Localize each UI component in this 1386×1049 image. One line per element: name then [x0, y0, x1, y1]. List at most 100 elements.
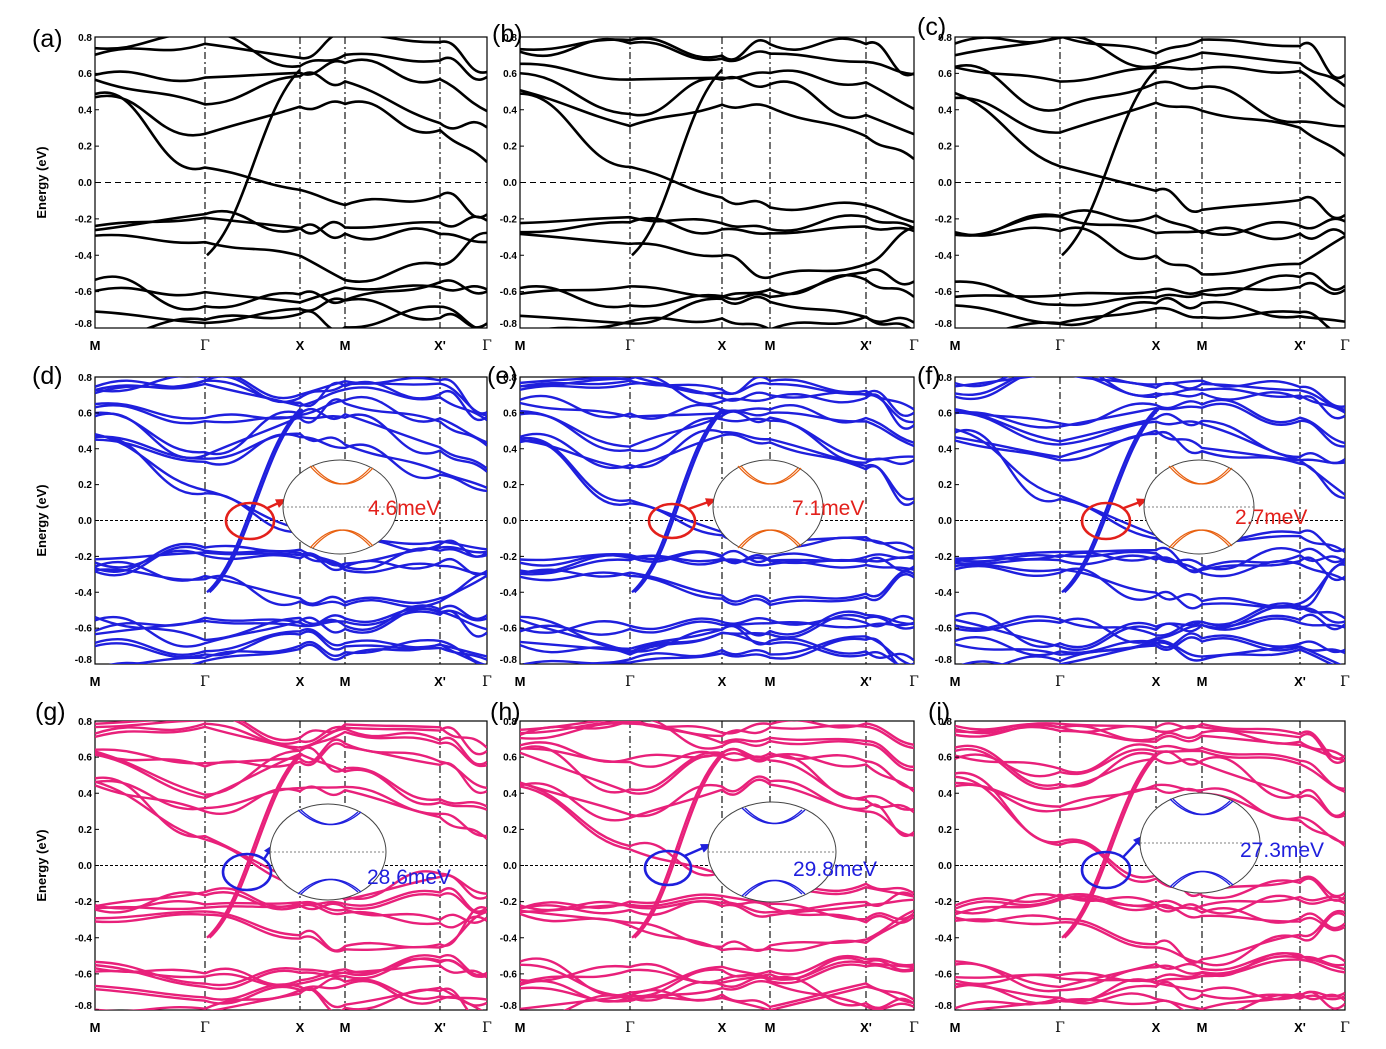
y-tick-label: 0.8	[78, 717, 92, 728]
dirac-band-line	[1063, 752, 1160, 939]
band-line	[955, 271, 1345, 307]
y-tick-label: 0.0	[503, 861, 517, 872]
band-line	[520, 721, 914, 769]
band-line	[520, 891, 914, 914]
band-line	[95, 297, 487, 328]
band-line	[95, 215, 487, 235]
y-tick-label: 0.4	[78, 789, 92, 800]
band-line	[95, 725, 487, 768]
band-line	[520, 751, 914, 814]
gap-value-label: 2.7meV	[1235, 506, 1307, 529]
bands	[955, 37, 1345, 328]
y-tick-label: 0.4	[78, 105, 92, 116]
y-axis-label: Energy (eV)	[34, 146, 49, 218]
y-tick-label: 0.4	[503, 105, 517, 116]
k-point-label: M	[950, 1020, 961, 1035]
band-line	[955, 553, 1345, 572]
band-line	[520, 273, 914, 299]
band-line	[95, 71, 487, 130]
k-point-label: M	[765, 338, 776, 353]
k-point-label: Γ	[482, 674, 492, 690]
k-point-label: X	[1152, 1020, 1161, 1035]
band-panel: 0.8 0.6 0.4 0.2 0.0 -0.2 -0.4 -0.6 -0.8 M Γ X M X' Γ (b…	[492, 20, 919, 354]
k-point-label: M	[90, 338, 101, 353]
band-line	[520, 893, 914, 921]
y-tick-label: 0.0	[503, 516, 517, 527]
y-tick-label: 0.0	[938, 178, 952, 189]
band-line	[209, 987, 470, 1010]
band-line	[95, 398, 487, 447]
panel-label: (e)	[487, 362, 518, 390]
band-line	[520, 89, 914, 161]
k-point-label: Γ	[200, 338, 210, 354]
band-line	[95, 58, 487, 113]
y-tick-label: -0.2	[500, 552, 518, 563]
y-tick-label: 0.6	[78, 69, 92, 80]
band-line	[955, 560, 1345, 608]
y-tick-label: 0.2	[78, 825, 92, 836]
band-line	[95, 91, 487, 219]
inset-upper-band	[1172, 798, 1234, 816]
y-tick-label: -0.6	[75, 624, 93, 635]
y-tick-label: -0.2	[500, 897, 518, 908]
band-line	[95, 407, 487, 470]
band-line	[955, 65, 1345, 109]
k-point-label: Γ	[1055, 1020, 1065, 1036]
band-line	[520, 401, 914, 448]
y-tick-label: -0.8	[75, 655, 93, 666]
band-line	[520, 429, 914, 501]
y-tick-label: -0.4	[75, 933, 93, 944]
k-point-label: X	[718, 674, 727, 689]
band-line	[955, 605, 1345, 652]
k-point-label: X'	[860, 338, 872, 353]
band-line	[520, 381, 914, 417]
band-line	[95, 630, 487, 661]
band-line	[955, 743, 1345, 790]
y-tick-label: -0.8	[500, 1001, 518, 1012]
band-line	[520, 721, 914, 746]
y-tick-label: 0.4	[503, 444, 517, 455]
inset-lower-band	[744, 879, 806, 897]
band-line	[955, 546, 1345, 582]
band-line	[955, 744, 1345, 817]
y-tick-label: 0.4	[938, 789, 952, 800]
y-tick-label: -0.8	[935, 1001, 953, 1012]
panel-label: (b)	[492, 20, 523, 48]
y-tick-label: -0.6	[500, 624, 518, 635]
y-tick-label: -0.4	[75, 588, 93, 599]
band-line	[95, 209, 487, 244]
band-line	[95, 37, 487, 81]
panel-label: (h)	[490, 698, 521, 726]
bands	[520, 721, 914, 1010]
band-line	[95, 721, 487, 756]
highlight-circle	[221, 852, 273, 892]
y-tick-label: 0.6	[503, 69, 517, 80]
gap-value-label: 27.3meV	[1240, 839, 1324, 862]
band-line	[955, 952, 1345, 989]
dirac-band-line	[633, 752, 726, 939]
y-tick-label: -0.2	[935, 552, 953, 563]
band-line	[95, 628, 487, 658]
band-line	[577, 637, 899, 664]
k-point-label: Γ	[200, 674, 210, 690]
band-line	[955, 617, 1345, 644]
dirac-band-line	[1061, 68, 1157, 257]
band-panel: 0.8 0.6 0.4 0.2 0.0 -0.2 -0.4 -0.6 -0.8 M Γ X M X' Γ (c…	[917, 13, 1350, 354]
band-line	[520, 377, 914, 411]
y-tick-label: -0.2	[75, 214, 93, 225]
band-line	[955, 281, 1345, 299]
band-line	[520, 568, 914, 604]
highlight-circle	[1080, 501, 1132, 541]
band-line	[95, 910, 487, 953]
y-tick-label: 0.2	[78, 480, 92, 491]
band-line	[955, 37, 1345, 88]
inset-upper-band	[1171, 465, 1233, 485]
band-panel: 0.8 0.6 0.4 0.2 0.0 -0.2 -0.4 -0.6 -0.8 M Γ X M X' Γ (e…	[487, 362, 919, 690]
band-line	[95, 547, 487, 572]
band-line	[520, 394, 914, 444]
band-line	[95, 560, 487, 605]
band-line	[955, 63, 1345, 128]
highlight-circle	[1080, 850, 1132, 890]
k-point-label: Γ	[1055, 338, 1065, 354]
